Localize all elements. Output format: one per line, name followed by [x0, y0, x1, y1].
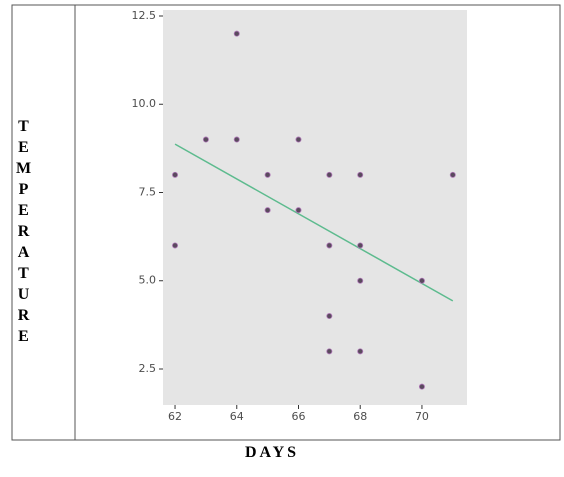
- x-tick-label: 66: [291, 410, 305, 423]
- point: [418, 277, 425, 284]
- point: [449, 171, 456, 178]
- point: [233, 136, 240, 143]
- x-tick-label: 70: [415, 410, 429, 423]
- x-tick-label: 68: [353, 410, 367, 423]
- point: [357, 348, 364, 355]
- x-tick-label: 64: [230, 410, 244, 423]
- y-tick-label: 12.5: [132, 9, 157, 22]
- point: [326, 348, 333, 355]
- point: [172, 171, 179, 178]
- frame: [11, 4, 561, 441]
- point: [357, 242, 364, 249]
- point: [264, 207, 271, 214]
- plot-panel: [163, 10, 467, 405]
- point: [172, 242, 179, 249]
- point: [326, 171, 333, 178]
- point: [357, 277, 364, 284]
- point: [418, 383, 425, 390]
- point: [326, 313, 333, 320]
- y-tick-label: 7.5: [139, 185, 157, 198]
- y-tick-label: 5.0: [139, 274, 157, 287]
- point: [357, 171, 364, 178]
- point: [264, 171, 271, 178]
- trend-line: [174, 143, 454, 302]
- point: [233, 30, 240, 37]
- point: [202, 136, 209, 143]
- y-tick-label: 2.5: [139, 362, 157, 375]
- x-axis-label: DAYS: [244, 444, 300, 461]
- point: [295, 136, 302, 143]
- x-tick-label: 62: [168, 410, 182, 423]
- point: [326, 242, 333, 249]
- y-tick-label: 10.0: [132, 97, 157, 110]
- y-axis-label: TEMPERATURE: [15, 118, 32, 349]
- point: [295, 207, 302, 214]
